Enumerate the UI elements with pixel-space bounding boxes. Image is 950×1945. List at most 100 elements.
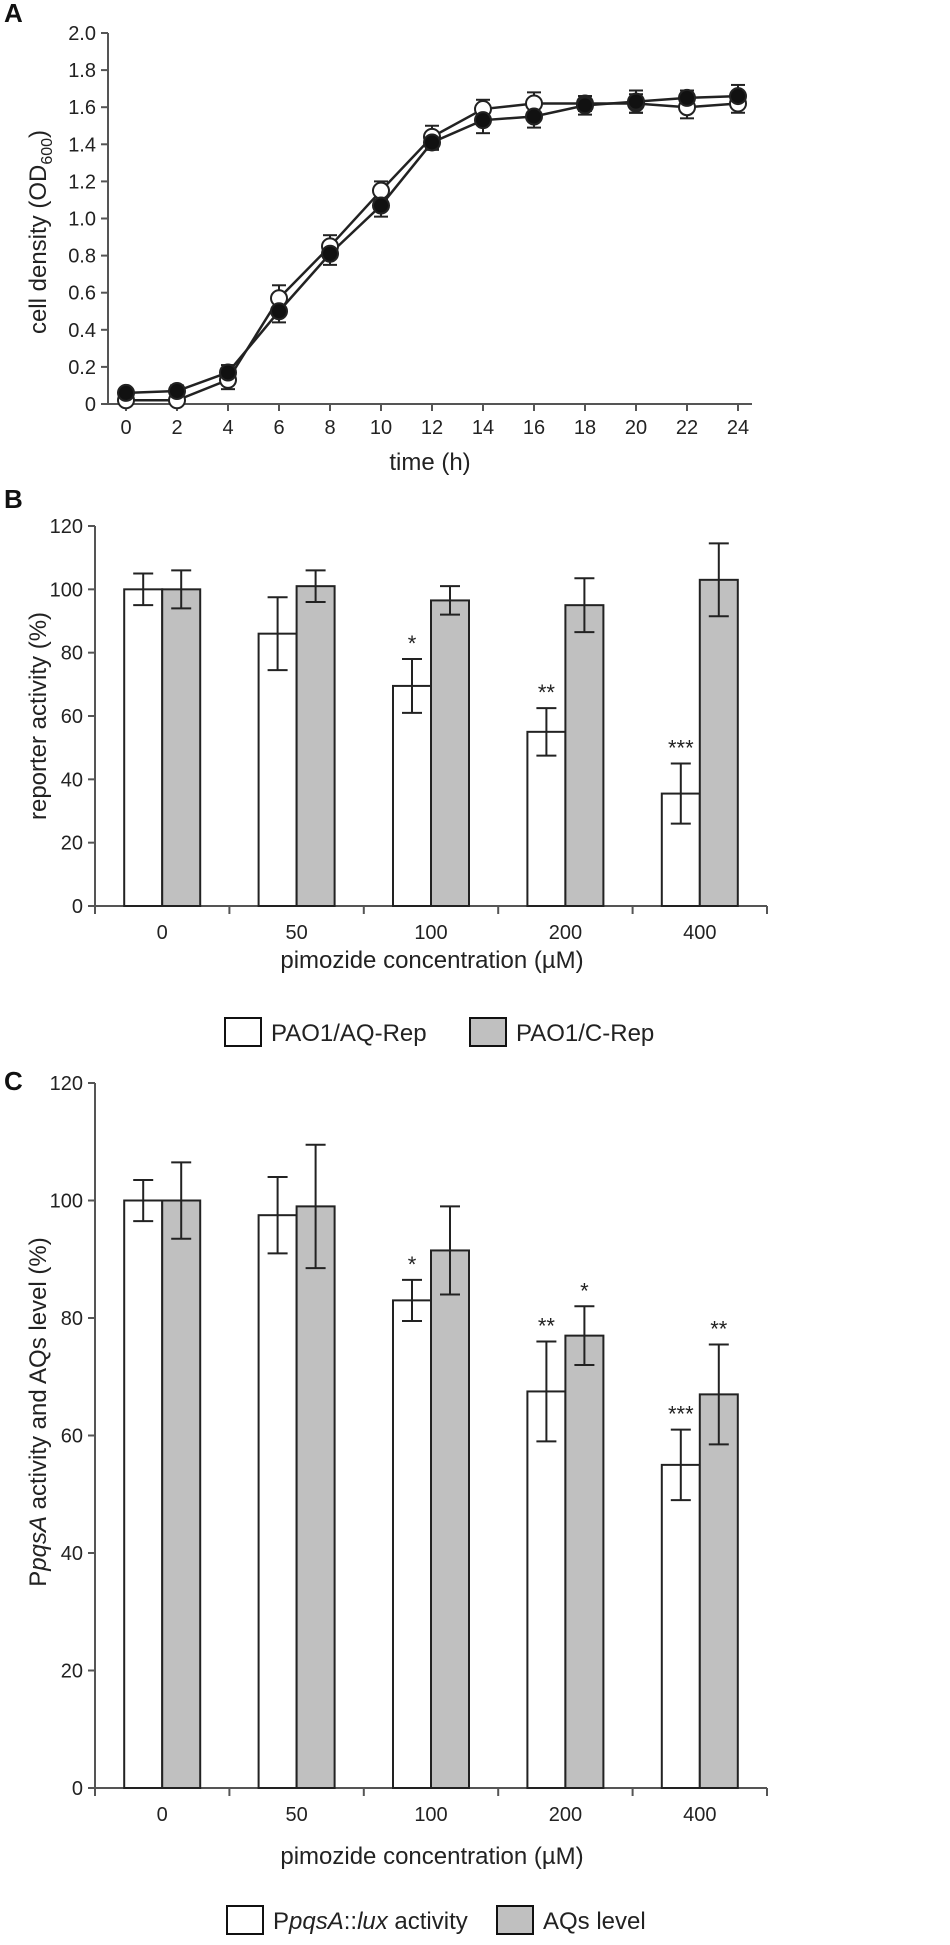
- panel-c-bar-gray-200: [564, 1334, 605, 1789]
- panel-c-bar-gray-100: [430, 1249, 470, 1789]
- panel-b-x-tick-label: 0: [157, 922, 168, 944]
- panel-a-x-tick-label: 22: [676, 417, 698, 439]
- panel-a-point-filled: [117, 383, 135, 402]
- panel-b-bar-gray-200: [564, 604, 605, 908]
- panel-b-x-tick-label: 200: [549, 922, 582, 944]
- panel-a-axes: [101, 32, 752, 411]
- panel-c-y-tick-label: 0: [72, 1778, 83, 1800]
- panel-a-x-tick-labels: 0 2 4 6 8 10 12 14 16 18 20 22 24: [120, 417, 749, 439]
- legend-swatch-c-rep: [469, 1017, 507, 1047]
- panel-a-x-tick-label: 20: [625, 417, 647, 439]
- panel-a-point-filled: [372, 196, 390, 215]
- panel-b-significance: ******: [408, 631, 694, 761]
- panel-a-x-axis-label: time (h): [389, 449, 470, 476]
- panel-a-y-tick-label: 0.8: [68, 246, 96, 268]
- panel-b-y-tick-label: 100: [50, 579, 83, 601]
- panel-c-y-tick-label: 40: [61, 1543, 83, 1565]
- legend-swatch-aqs-level: [496, 1905, 534, 1935]
- panel-b-bar-gray-400: [698, 578, 739, 907]
- panel-b-bar-open-0: [123, 588, 164, 907]
- panel-b-x-tick-labels: 0 50 100 200 400: [157, 922, 717, 944]
- panel-b-legend: PAO1/AQ-Rep PAO1/C-Rep: [224, 1017, 654, 1047]
- panel-b-bar-open-200: [526, 730, 567, 907]
- panel-c-y-tick-label: 20: [61, 1661, 83, 1683]
- panel-c-bar-open-100: [392, 1299, 432, 1789]
- panel-b-significance-open-100: *: [408, 631, 417, 656]
- legend-label-c-rep: PAO1/C-Rep: [516, 1020, 654, 1047]
- panel-c-x-tick-label: 200: [549, 1804, 582, 1826]
- panel-c-y-axis-label: PpqsA activity and AQs level (%): [25, 1237, 52, 1586]
- panel-b-y-tick-label: 40: [61, 769, 83, 791]
- panel-a-point-filled: [729, 87, 747, 106]
- panel-a-y-tick-label: 1.4: [68, 134, 96, 156]
- panel-a-y-tick-label: 0.4: [68, 320, 96, 342]
- panel-b-y-axis-label: reporter activity (%): [25, 612, 52, 820]
- panel-a-x-tick-label: 24: [727, 417, 749, 439]
- panel-b-bar-open-50: [257, 632, 298, 908]
- panel-c-bar-gray-0: [161, 1199, 202, 1789]
- panel-c-y-tick-label: 60: [61, 1426, 83, 1448]
- panel-c-significance-gray-200: *: [580, 1278, 589, 1303]
- panel-a-y-axis-label: cell density (OD600): [25, 130, 56, 334]
- panel-a-point-filled: [270, 302, 288, 321]
- legend-label-ppqsa-lux: PpqsA::lux activity: [273, 1908, 468, 1935]
- panel-b-label: B: [4, 484, 23, 514]
- panel-c-bar-gray-50: [295, 1205, 336, 1789]
- legend-swatch-ppqsa-lux: [226, 1905, 264, 1935]
- panel-b-bar-gray-100: [430, 599, 470, 908]
- panel-a-points: [117, 87, 747, 410]
- panel-a-point-filled: [627, 92, 645, 111]
- panel-b-significance-open-200: **: [538, 680, 556, 705]
- panel-c-error-bars: [133, 1143, 729, 1502]
- panel-a-x-tick-label: 12: [421, 417, 443, 439]
- panel-c-y-tick-label: 80: [61, 1308, 83, 1330]
- panel-a-y-tick-label: 1.2: [68, 171, 96, 193]
- panel-a-y-tick-labels: 0 0.2 0.4 0.6 0.8 1.0 1.2 1.4 1.6 1.8 2.0: [68, 23, 96, 416]
- panel-b-x-tick-label: 100: [414, 922, 447, 944]
- panel-a-label: A: [4, 0, 23, 28]
- panel-c-x-axis-label: pimozide concentration (µM): [280, 1843, 583, 1870]
- panel-a-point-open: [372, 181, 390, 200]
- panel-a-x-tick-label: 8: [324, 417, 335, 439]
- panel-a-point-filled: [525, 107, 543, 126]
- panel-c-y-tick-label: 100: [50, 1191, 83, 1213]
- panel-a-y-tick-label: 0: [85, 394, 96, 416]
- panel-b-y-tick-label: 80: [61, 643, 83, 665]
- panel-c-y-tick-labels: 0 20 40 60 80 100 120: [50, 1073, 83, 1800]
- panel-a-point-filled: [168, 382, 186, 401]
- panel-c-bar-open-200: [526, 1390, 567, 1789]
- panel-b-error-bars: [133, 542, 729, 825]
- legend-label-aq-rep: PAO1/AQ-Rep: [271, 1020, 427, 1047]
- panel-b-y-tick-label: 0: [72, 896, 83, 918]
- panel-c-significance-open-400: ***: [668, 1402, 694, 1427]
- panel-b-y-tick-label: 120: [50, 516, 83, 538]
- panel-b-bar-open-100: [392, 684, 432, 908]
- legend-swatch-aq-rep: [224, 1017, 262, 1047]
- panel-b-x-axis-label: pimozide concentration (µM): [280, 947, 583, 974]
- panel-a-x-tick-label: 10: [370, 417, 392, 439]
- panel-a-x-tick-label: 6: [273, 417, 284, 439]
- panel-a-x-tick-label: 2: [171, 417, 182, 439]
- panel-c-bar-open-0: [123, 1199, 164, 1789]
- panel-c-x-tick-labels: 0 50 100 200 400: [157, 1804, 717, 1826]
- panel-a-y-tick-label: 2.0: [68, 23, 96, 45]
- panel-c-legend: PpqsA::lux activity AQs level: [226, 1905, 646, 1935]
- panel-b-y-tick-label: 60: [61, 706, 83, 728]
- panel-c-bar-gray-400: [698, 1393, 739, 1789]
- panel-c-significance-gray-400: **: [710, 1316, 728, 1341]
- panel-b-bars: [123, 578, 739, 908]
- panel-a-y-tick-label: 0.6: [68, 283, 96, 305]
- panel-a-point-filled: [576, 96, 594, 115]
- panel-a-point-filled: [321, 244, 339, 263]
- legend-label-aqs-level: AQs level: [543, 1908, 646, 1935]
- panel-a-x-tick-label: 0: [120, 417, 131, 439]
- panel-a-point-filled: [219, 363, 237, 382]
- panel-b-x-tick-label: 50: [285, 922, 307, 944]
- panel-c-bar-open-50: [257, 1214, 298, 1789]
- panel-c-label: C: [4, 1066, 23, 1096]
- panel-c-significance: *********: [408, 1252, 728, 1427]
- panel-a-x-tick-label: 4: [222, 417, 233, 439]
